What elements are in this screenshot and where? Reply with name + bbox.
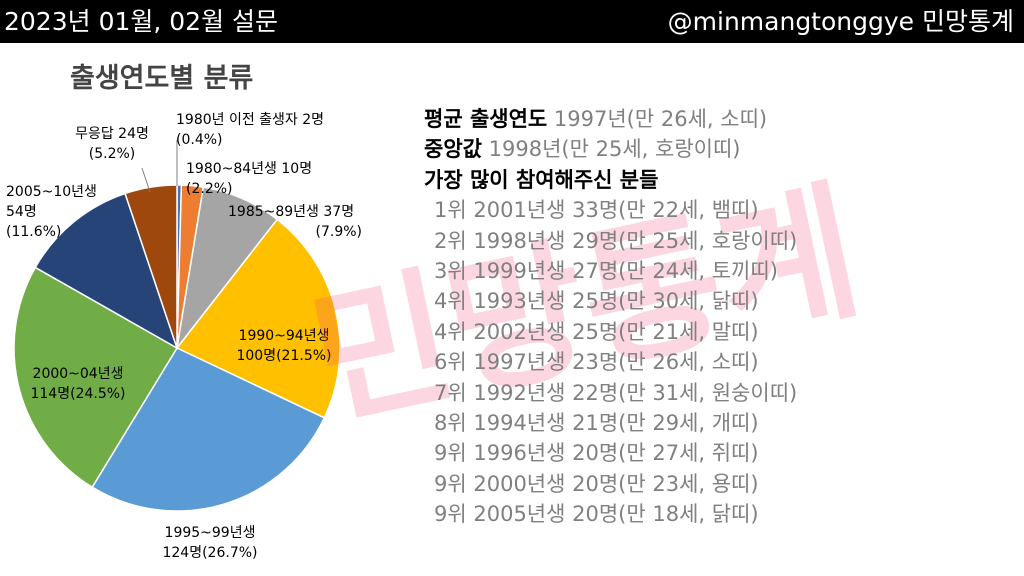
pie-slice [91, 347, 326, 512]
mean-value: 1997년(만 26세, 소띠) [553, 107, 768, 131]
ranking-item: 9위 2000년생 20명(만 23세, 용띠) [434, 471, 759, 496]
stats-panel: 평균 출생연도 1997년(만 26세, 소띠) 중앙값 1998년(만 25세… [424, 104, 797, 530]
chart-title: 출생연도별 분류 [70, 63, 254, 94]
slice-label: (0.4%) [176, 132, 223, 148]
slice-label: 1990~94년생 [239, 328, 330, 344]
slice-label: (7.9%) [316, 224, 363, 240]
slice-label: 1985~89년생 37명 [228, 204, 354, 220]
slice-label: 2000~04년생 [33, 366, 124, 382]
slice-labels: 1980년 이전 출생자 2명 (0.4%) 1980~84년생 10명 (2.2%)… [6, 112, 362, 561]
ranking-item: 7위 1992년생 22명(만 31세, 원숭이띠) [434, 380, 798, 405]
median-value: 1998년(만 25세, 호랑이띠) [488, 137, 741, 162]
leader-lines [141, 140, 189, 193]
pie-slice [13, 266, 179, 489]
ranking-item: 8위 1994년생 21명(만 29세, 개띠) [434, 411, 759, 436]
pie-slices [13, 184, 341, 512]
slice-label: 1980년 이전 출생자 2명 [176, 112, 324, 128]
ranking-item: 6위 1997년생 23명(만 26세, 소띠) [434, 350, 759, 375]
ranking-heading-row: 가장 많이 참여해주신 분들 [424, 165, 797, 195]
account-handle: @minmangtonggye 민망통계 [667, 7, 1014, 36]
leader-line [185, 185, 189, 189]
median-row: 중앙값 1998년(만 25세, 호랑이띠) [424, 134, 797, 164]
slice-label: 1980~84년생 10명 [186, 161, 312, 177]
pie-slice [34, 192, 179, 350]
survey-period: 2023년 01월, 02월 설문 [4, 7, 279, 36]
pie-slice [175, 218, 341, 419]
median-label: 중앙값 [424, 137, 482, 162]
ranking-list: 1위 2001년생 33명(만 22세, 뱀띠) 2위 1998년생 29명(만 … [424, 195, 797, 529]
ranking-item: 4위 2002년생 25명(만 21세, 말띠) [434, 319, 759, 344]
ranking-item: 9위 1996년생 20명(만 27세, 쥐띠) [434, 441, 759, 466]
slice-label: 무응답 24명 [75, 126, 149, 142]
slice-label: 100명(21.5%) [236, 348, 331, 364]
slice-label: (2.2%) [186, 181, 233, 197]
ranking-item: 2위 1998년생 29명(만 25세, 호랑이띠) [434, 228, 798, 253]
slice-label: 2005~10년생 [6, 184, 97, 200]
mean-label: 평균 출생연도 [424, 107, 548, 131]
slice-label: (5.2%) [89, 146, 136, 162]
slice-label: 54명 [6, 204, 37, 220]
mean-row: 평균 출생연도 1997년(만 26세, 소띠) [424, 104, 797, 134]
ranking-item: 3위 1999년생 27명(만 24세, 토끼띠) [434, 259, 778, 284]
ranking-heading: 가장 많이 참여해주신 분들 [424, 167, 659, 192]
slice-label: 124명(26.7%) [162, 545, 257, 561]
header-bar: 2023년 01월, 02월 설문 @minmangtonggye 민망통계 [0, 0, 1024, 43]
ranking-item: 4위 1993년생 25명(만 30세, 닭띠) [434, 289, 759, 314]
ranking-item: 9위 2005년생 20명(만 18세, 닭띠) [434, 502, 759, 527]
slice-label: 114명(24.5%) [30, 386, 125, 402]
ranking-item: 1위 2001년생 33명(만 22세, 뱀띠) [434, 198, 759, 223]
slice-label: 1995~99년생 [165, 525, 256, 541]
slice-label: (11.6%) [6, 224, 61, 240]
leader-line [141, 167, 151, 193]
